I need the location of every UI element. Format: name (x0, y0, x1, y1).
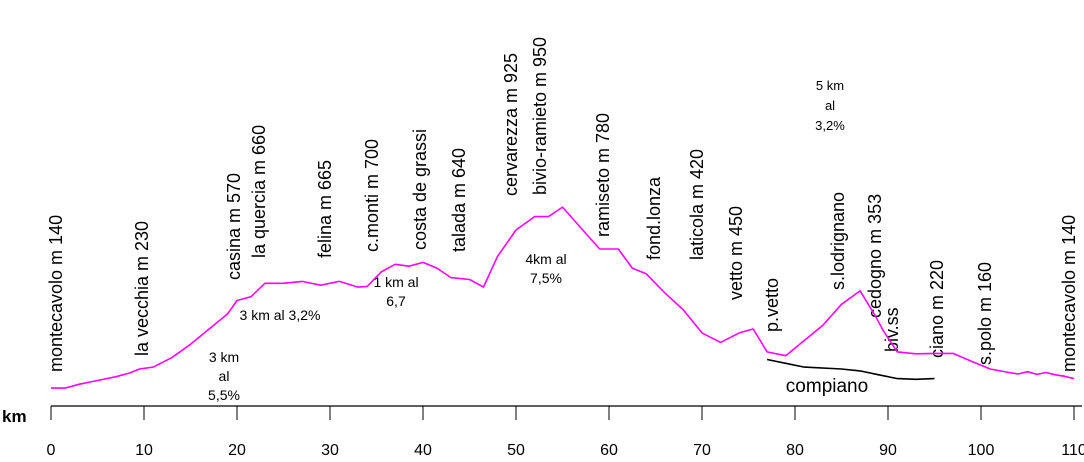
place-label: s.polo m 160 (975, 262, 995, 365)
place-label: ciano m 220 (927, 260, 947, 358)
gradient-note: 3 km al 5,5% (208, 349, 240, 403)
place-label: biv.ss (882, 307, 902, 352)
annotation-line: 3,2% (815, 118, 845, 133)
x-axis-unit-label: km (2, 407, 27, 426)
x-tick-label: 30 (321, 442, 339, 459)
place-label: ramiseto m 780 (593, 113, 613, 237)
place-label: c.monti m 700 (362, 139, 382, 252)
series-layer (51, 206, 1075, 389)
gradient-note: 3 km al 3,2% (240, 307, 321, 323)
x-axis: 0 10 20 30 40 50 60 70 80 90 100 110 km (2, 405, 1084, 459)
x-tick-label: 0 (47, 442, 56, 459)
main-route-line (51, 206, 1075, 389)
place-label: felina m 665 (315, 160, 335, 258)
annotation-line: al (219, 368, 230, 384)
place-label: cedogno m 353 (865, 194, 885, 318)
annotation-line: 3 km al 3,2% (240, 307, 321, 323)
gradient-note: 1 km al 6,7 (373, 274, 418, 309)
x-tick-label: 110 (1061, 442, 1084, 459)
place-label: montecavolo m 140 (46, 215, 66, 372)
x-tick-label: 40 (414, 442, 432, 459)
annotation-line: 4km al (525, 251, 566, 267)
annotation-line: 1 km al (373, 274, 418, 290)
compiano-route-line (766, 358, 935, 381)
x-tick-label: 70 (693, 442, 711, 459)
x-tick-label: 60 (600, 442, 618, 459)
annotation-line: 7,5% (530, 270, 562, 286)
place-label: cervarezza m 925 (501, 53, 521, 196)
annotation-line: 5 km (816, 78, 844, 93)
gradient-note: 4km al 7,5% (525, 251, 566, 286)
annotation-line: 5,5% (208, 387, 240, 403)
place-label: la vecchia m 230 (132, 221, 152, 356)
x-tick-label: 80 (786, 442, 804, 459)
place-label: montecavolo m 140 (1059, 215, 1079, 372)
x-tick-label: 10 (135, 442, 153, 459)
place-label: talada m 640 (449, 148, 469, 252)
annotation-line: al (825, 98, 835, 113)
place-label: laticola m 420 (687, 149, 707, 260)
annotation-line: 3 km (209, 349, 239, 365)
place-label: costa de grassi (410, 129, 430, 250)
annotation-line: compiano (786, 376, 868, 397)
place-label: casina m 570 (224, 173, 244, 280)
annotation-line: 6,7 (386, 293, 406, 309)
x-tick-label: 50 (507, 442, 525, 459)
gradient-annotations: 3 km al 5,5% 3 km al 3,2% 1 km al 6,7 4km al 7,… (208, 78, 868, 403)
gradient-note: 5 km al 3,2% (815, 78, 845, 133)
place-label: p.vetto (762, 278, 782, 332)
x-tick-label: 20 (228, 442, 246, 459)
place-label: fond.lonza (644, 176, 664, 260)
place-label: s.lodrignano (828, 192, 848, 290)
compiano-label: compiano (786, 376, 868, 397)
place-labels: montecavolo m 140 la vecchia m 230 casina … (46, 37, 1079, 372)
place-label: la quercia m 660 (249, 125, 269, 258)
x-tick-label: 100 (968, 442, 995, 459)
x-tick-label: 90 (879, 442, 897, 459)
place-label: bivio-ramieto m 950 (530, 37, 550, 195)
place-label: vetto m 450 (726, 206, 746, 300)
